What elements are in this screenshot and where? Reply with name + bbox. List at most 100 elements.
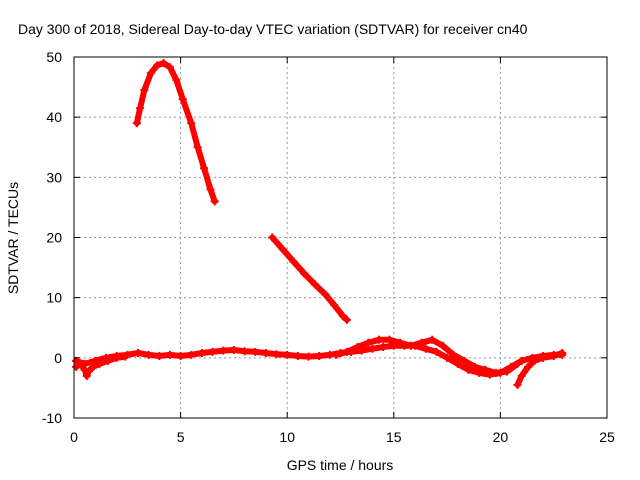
series-band-end-tail — [513, 349, 567, 389]
data-point — [72, 362, 81, 371]
data-point — [353, 343, 362, 352]
data-point — [187, 119, 196, 128]
data-point — [178, 95, 187, 104]
data-point — [261, 349, 270, 358]
data-point — [513, 380, 522, 389]
x-tick-label: 10 — [279, 429, 295, 445]
data-point — [342, 347, 351, 356]
data-point — [172, 75, 181, 84]
data-point — [229, 346, 238, 355]
data-point — [406, 341, 415, 350]
data-point — [104, 356, 113, 365]
x-tick-label: 5 — [177, 429, 185, 445]
series-arc-high — [132, 59, 219, 206]
data-point — [121, 352, 130, 361]
y-tick-label: -10 — [42, 410, 62, 426]
data-point — [460, 356, 469, 365]
data-point — [140, 86, 149, 95]
data-point — [517, 356, 526, 365]
data-point — [374, 335, 383, 344]
series-arc-mid — [268, 233, 351, 324]
data-point — [549, 352, 558, 361]
data-point — [289, 257, 298, 266]
data-point — [146, 69, 155, 78]
data-point — [283, 350, 292, 359]
data-point — [176, 352, 185, 361]
series-band-lower-start — [72, 352, 130, 380]
data-point — [206, 185, 215, 194]
data-point — [396, 338, 405, 347]
data-series — [72, 59, 567, 389]
y-tick-label: 50 — [46, 49, 62, 65]
data-point — [321, 290, 330, 299]
data-point — [492, 368, 501, 377]
data-point — [268, 233, 277, 242]
x-tick-label: 20 — [493, 429, 509, 445]
data-point — [438, 341, 447, 350]
data-point — [240, 347, 249, 356]
data-point — [481, 365, 490, 374]
data-point — [502, 367, 511, 376]
data-point — [272, 350, 281, 359]
y-tick-label: 20 — [46, 230, 62, 246]
x-tick-label: 25 — [599, 429, 615, 445]
data-point — [443, 353, 452, 362]
data-point — [342, 315, 351, 324]
data-point — [136, 104, 145, 113]
data-point — [159, 59, 168, 68]
x-tick-labels: 0 5 10 15 20 25 — [70, 429, 615, 445]
data-point — [165, 350, 174, 359]
data-point — [300, 269, 309, 278]
data-point — [133, 349, 142, 358]
data-point — [530, 356, 539, 365]
data-point — [449, 350, 458, 359]
series-band-upper — [332, 335, 522, 377]
y-tick-label: 30 — [46, 169, 62, 185]
data-point — [304, 352, 313, 361]
series-line — [133, 60, 218, 205]
data-point — [428, 335, 437, 344]
y-axis-label: SDTVAR / TECUs — [5, 182, 21, 294]
y-tick-labels: -10 0 10 20 30 40 50 — [42, 49, 62, 426]
data-point — [338, 311, 347, 320]
y-tick-label: 10 — [46, 290, 62, 306]
data-point — [453, 359, 462, 368]
data-point — [84, 367, 93, 376]
data-point — [251, 347, 260, 356]
data-point — [144, 350, 153, 359]
y-tick-label: 40 — [46, 109, 62, 125]
x-axis-label: GPS time / hours — [287, 457, 394, 473]
data-point — [210, 197, 219, 206]
data-point — [80, 365, 89, 374]
data-point — [200, 164, 209, 173]
data-point — [417, 338, 426, 347]
data-point — [132, 119, 141, 128]
data-point — [558, 349, 567, 358]
data-point — [330, 300, 339, 309]
data-point — [153, 61, 162, 70]
data-point — [208, 347, 217, 356]
grid — [74, 57, 607, 418]
data-point — [197, 349, 206, 358]
axis-ticks — [73, 56, 608, 419]
data-point — [364, 338, 373, 347]
x-tick-label: 15 — [386, 429, 402, 445]
data-point — [76, 359, 85, 368]
data-point — [82, 371, 91, 380]
data-point — [421, 344, 430, 353]
data-point — [95, 359, 104, 368]
data-point — [310, 280, 319, 289]
series-line — [333, 336, 521, 376]
data-point — [332, 350, 341, 359]
data-point — [513, 359, 522, 368]
data-point — [89, 362, 98, 371]
data-point — [193, 143, 202, 152]
x-tick-label: 0 — [70, 429, 78, 445]
series-line — [73, 353, 129, 379]
y-tick-label: 0 — [54, 350, 62, 366]
data-point — [539, 353, 548, 362]
data-point — [112, 353, 121, 362]
data-point — [278, 245, 287, 254]
data-point — [187, 350, 196, 359]
